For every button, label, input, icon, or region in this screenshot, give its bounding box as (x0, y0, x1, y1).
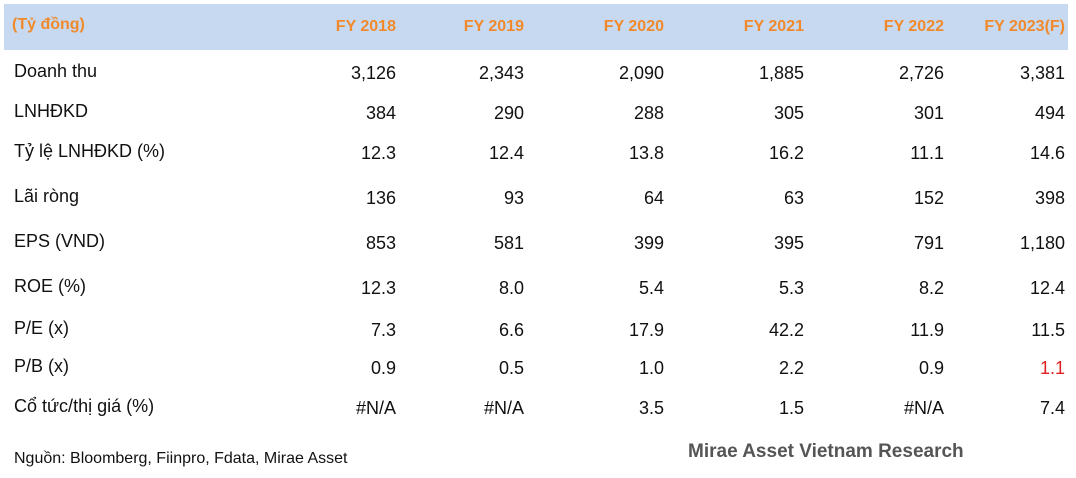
table-row: P/E (x) 7.3 6.6 17.9 42.2 11.9 11.5 (0, 318, 1076, 350)
cell-value: #N/A (903, 398, 944, 418)
cell-value: 3.5 (638, 398, 664, 418)
column-header-fy2020: FY 2020 (603, 18, 664, 35)
cell-value: 1.5 (778, 398, 804, 418)
cell-value-highlighted: 1.1 (1039, 358, 1065, 378)
row-label: P/E (x) (14, 318, 70, 338)
cell-value: 17.9 (628, 320, 664, 340)
table-row: ROE (%) 12.3 8.0 5.4 5.3 8.2 12.4 (0, 276, 1076, 308)
cell-value: 64 (643, 188, 664, 208)
cell-value: 93 (503, 188, 524, 208)
cell-value: 0.5 (498, 358, 524, 378)
cell-value: #N/A (483, 398, 524, 418)
cell-value: 2,343 (478, 63, 524, 83)
row-label: Tỷ lệ LNHĐKD (%) (14, 141, 166, 161)
cell-value: 494 (1034, 103, 1065, 123)
cell-value: 305 (773, 103, 804, 123)
cell-value: 288 (633, 103, 664, 123)
column-header-fy2022: FY 2022 (883, 18, 944, 35)
cell-value: 7.3 (370, 320, 396, 340)
cell-value: 290 (493, 103, 524, 123)
cell-value: 14.6 (1029, 143, 1065, 163)
table-row: Cổ tức/thị giá (%) #N/A #N/A 3.5 1.5 #N/… (0, 396, 1076, 428)
cell-value: 12.3 (360, 143, 396, 163)
cell-value: 395 (773, 233, 804, 253)
column-header-fy2018: FY 2018 (335, 18, 396, 35)
cell-value: 1,180 (1019, 233, 1065, 253)
cell-value: 853 (365, 233, 396, 253)
column-header-fy2021: FY 2021 (743, 18, 804, 35)
source-note: Nguồn: Bloomberg, Fiinpro, Fdata, Mirae … (14, 450, 348, 467)
cell-value: 16.2 (768, 143, 804, 163)
column-header-fy2023f: FY 2023(F) (984, 18, 1065, 35)
cell-value: 3,381 (1019, 63, 1065, 83)
cell-value: 0.9 (918, 358, 944, 378)
cell-value: 6.6 (498, 320, 524, 340)
row-label: EPS (VND) (14, 231, 106, 251)
cell-value: 12.3 (360, 278, 396, 298)
cell-value: 2,090 (618, 63, 664, 83)
cell-value: 384 (365, 103, 396, 123)
row-label: Lãi ròng (14, 186, 80, 206)
cell-value: 7.4 (1039, 398, 1065, 418)
column-header-fy2019: FY 2019 (463, 18, 524, 35)
row-label: P/B (x) (14, 356, 70, 376)
row-label: Cổ tức/thị giá (%) (14, 396, 155, 416)
cell-value: 398 (1034, 188, 1065, 208)
cell-value: #N/A (355, 398, 396, 418)
table-row: Doanh thu 3,126 2,343 2,090 1,885 2,726 … (0, 61, 1076, 93)
row-label: ROE (%) (14, 276, 86, 296)
table-row: Lãi ròng 136 93 64 63 152 398 (0, 186, 1076, 218)
cell-value: 581 (493, 233, 524, 253)
table-row: EPS (VND) 853 581 399 395 791 1,180 (0, 231, 1076, 263)
cell-value: 8.0 (498, 278, 524, 298)
cell-value: 399 (633, 233, 664, 253)
row-label: LNHĐKD (14, 101, 89, 121)
cell-value: 1.0 (638, 358, 664, 378)
cell-value: 12.4 (488, 143, 524, 163)
row-label: Doanh thu (14, 61, 98, 81)
cell-value: 3,126 (350, 63, 396, 83)
cell-value: 11.9 (910, 320, 944, 340)
cell-value: 8.2 (918, 278, 944, 298)
cell-value: 11.5 (1031, 320, 1065, 340)
cell-value: 5.4 (638, 278, 664, 298)
cell-value: 791 (913, 233, 944, 253)
cell-value: 2,726 (898, 63, 944, 83)
cell-value: 13.8 (628, 143, 664, 163)
cell-value: 1,885 (758, 63, 804, 83)
research-brand: Mirae Asset Vietnam Research (688, 441, 964, 462)
cell-value: 2.2 (778, 358, 804, 378)
cell-value: 301 (913, 103, 944, 123)
table-row: P/B (x) 0.9 0.5 1.0 2.2 0.9 1.1 (0, 356, 1076, 388)
cell-value: 42.2 (768, 320, 804, 340)
cell-value: 63 (783, 188, 804, 208)
cell-value: 11.1 (910, 143, 944, 163)
cell-value: 0.9 (370, 358, 396, 378)
cell-value: 12.4 (1029, 278, 1065, 298)
unit-label: (Tỷ đồng) (12, 16, 85, 33)
table-row: Tỷ lệ LNHĐKD (%) 12.3 12.4 13.8 16.2 11.… (0, 141, 1076, 173)
table-row: LNHĐKD 384 290 288 305 301 494 (0, 101, 1076, 133)
cell-value: 5.3 (778, 278, 804, 298)
table-header-band (4, 4, 1068, 50)
cell-value: 136 (365, 188, 396, 208)
cell-value: 152 (913, 188, 944, 208)
